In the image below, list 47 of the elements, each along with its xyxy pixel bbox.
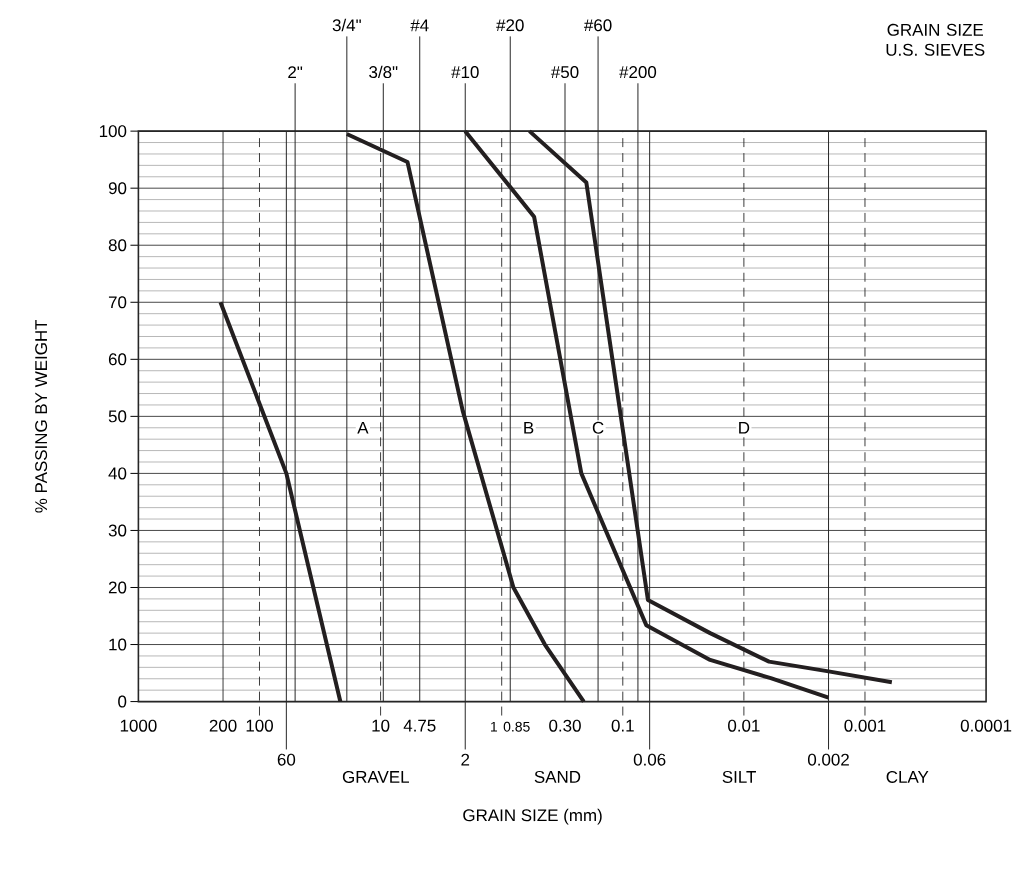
ref-line-label: 0.06 — [633, 753, 666, 766]
y-tick-label: 60 — [108, 353, 127, 366]
x-tick-label: 0.001 — [844, 719, 886, 732]
annotation: 2" — [288, 66, 303, 79]
y-tick-label: 70 — [108, 296, 127, 309]
text: SILT — [722, 771, 756, 784]
x-axis-title: GRAIN SIZE (mm) — [463, 809, 602, 825]
annotation: A — [357, 422, 369, 434]
y-axis-title: % PASSING BY WEIGHT — [35, 320, 48, 513]
annotation: #200 — [619, 66, 657, 79]
text: GRAVEL — [342, 771, 409, 784]
text: CLAY — [886, 771, 929, 784]
x-tick-label: 0.85 — [503, 721, 530, 732]
ref-line-label: 60 — [277, 753, 296, 766]
annotation: D — [739, 422, 750, 434]
y-tick-label: 50 — [108, 410, 127, 423]
x-tick-label: 100 — [246, 719, 273, 732]
annotation: B — [524, 422, 534, 434]
annotation: 3/8" — [369, 65, 398, 79]
y-tick-label: 100 — [99, 125, 127, 138]
annotation: #20 — [496, 19, 524, 32]
x-tick-label: 0.0001 — [960, 719, 1012, 732]
x-tick-label: 1 — [491, 722, 498, 732]
annotation: #10 — [451, 66, 479, 79]
y-tick-label: 20 — [108, 581, 127, 594]
x-tick-label: 1000 — [120, 719, 157, 732]
text: SAND — [534, 771, 581, 784]
x-tick-label: 4.75 — [403, 720, 436, 732]
annotation: C — [592, 421, 604, 434]
y-tick-label: 0 — [118, 695, 127, 708]
x-tick-label: 10 — [372, 719, 390, 732]
x-tick-label: 0.1 — [611, 719, 634, 732]
y-tick-label: 10 — [109, 638, 127, 651]
annotation: #50 — [550, 66, 579, 79]
x-tick-label: 0.30 — [549, 719, 581, 732]
y-tick-label: 30 — [108, 524, 127, 537]
x-tick-label: 200 — [209, 719, 237, 732]
annotation: #60 — [584, 19, 612, 32]
ref-line-label: 0.002 — [807, 753, 849, 766]
ref-line-label: 2 — [461, 753, 470, 766]
annotation: #4 — [410, 19, 429, 32]
y-tick-label: 80 — [108, 239, 127, 252]
y-tick-label: 40 — [108, 467, 127, 480]
y-tick-label: 90 — [108, 182, 127, 195]
text: GRAIN SIZE U.S. SIEVES — [886, 24, 985, 56]
annotation: 3/4" — [332, 18, 361, 32]
x-tick-label: 0.01 — [728, 719, 760, 732]
